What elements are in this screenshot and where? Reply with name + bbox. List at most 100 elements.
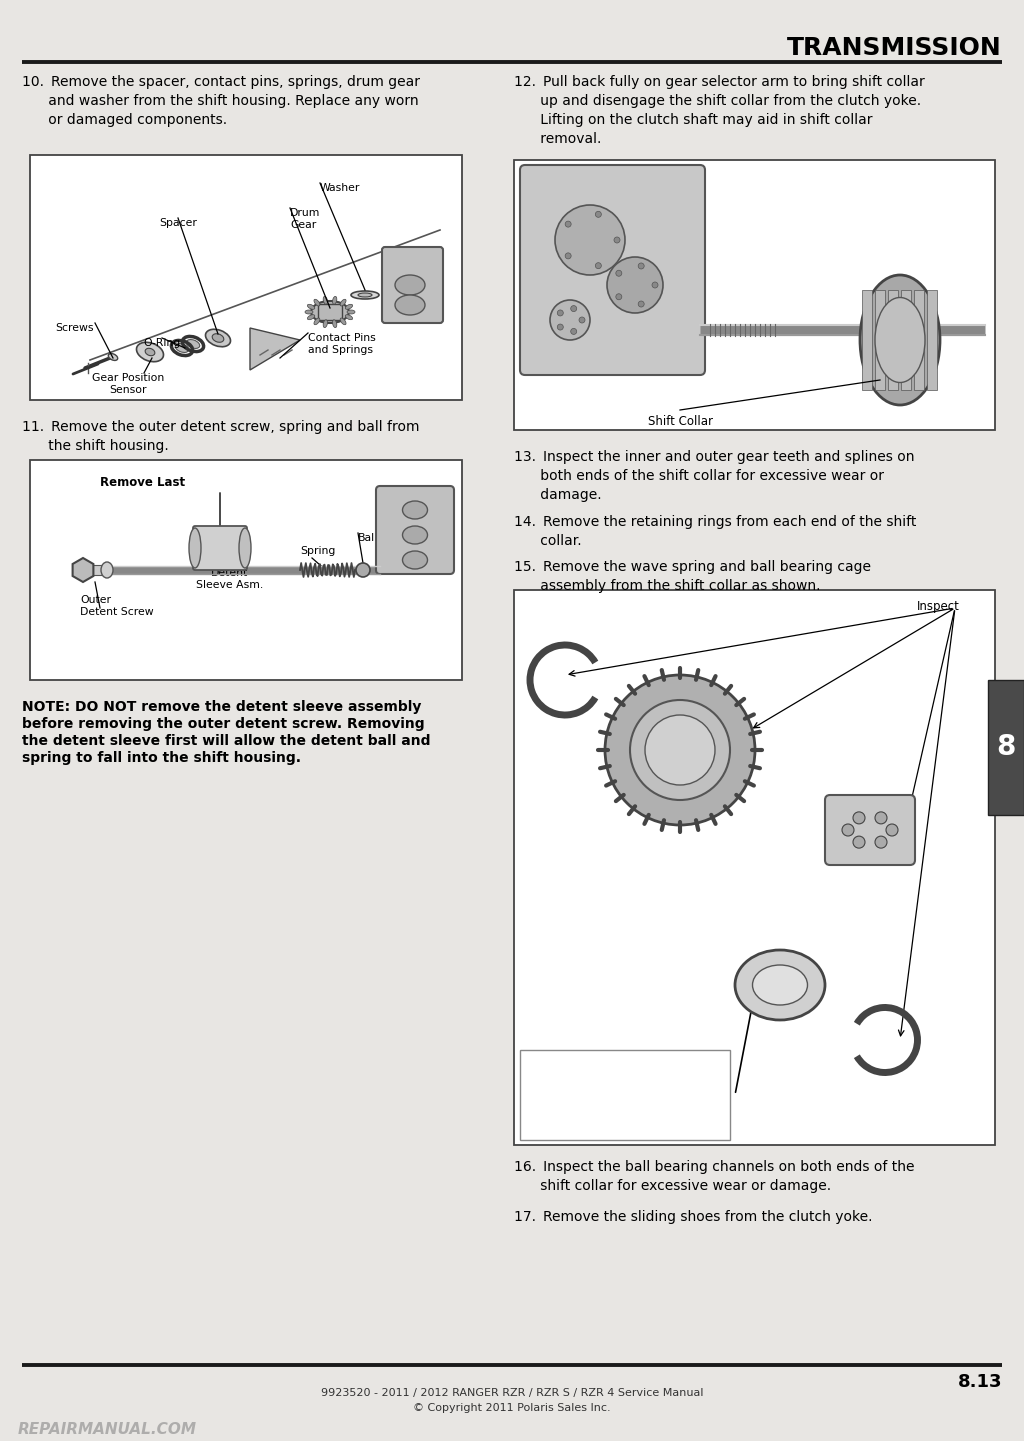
Text: out toward the park flange: out toward the park flange <box>525 1089 665 1099</box>
Circle shape <box>853 836 865 849</box>
Ellipse shape <box>345 304 352 310</box>
Ellipse shape <box>145 349 155 356</box>
Bar <box>862 290 872 391</box>
Circle shape <box>874 811 887 824</box>
Ellipse shape <box>307 314 314 320</box>
Ellipse shape <box>395 275 425 295</box>
Text: Spring: Spring <box>300 546 336 556</box>
Ellipse shape <box>402 526 427 545</box>
Text: shift collar for excessive wear or damage.: shift collar for excessive wear or damag… <box>514 1179 831 1193</box>
Circle shape <box>607 256 663 313</box>
Ellipse shape <box>860 275 940 405</box>
Text: IMPORTANT: Wave spring: IMPORTANT: Wave spring <box>525 1055 654 1065</box>
Bar <box>988 680 1024 816</box>
Circle shape <box>638 262 644 269</box>
Ellipse shape <box>305 310 313 314</box>
Text: damage.: damage. <box>514 488 602 501</box>
Text: Inspect: Inspect <box>918 599 961 612</box>
Text: © Copyright 2011 Polaris Sales Inc.: © Copyright 2011 Polaris Sales Inc. <box>414 1404 610 1414</box>
Text: Washer: Washer <box>319 183 360 193</box>
Ellipse shape <box>874 297 925 382</box>
Circle shape <box>595 262 601 268</box>
Circle shape <box>615 294 622 300</box>
Bar <box>874 290 885 391</box>
Text: 17. Remove the sliding shoes from the clutch yoke.: 17. Remove the sliding shoes from the cl… <box>514 1210 872 1223</box>
Bar <box>514 160 995 429</box>
Ellipse shape <box>340 300 346 305</box>
Text: 12. Pull back fully on gear selector arm to bring shift collar: 12. Pull back fully on gear selector arm… <box>514 75 925 89</box>
Ellipse shape <box>206 329 230 347</box>
Text: Outer
Detent Screw: Outer Detent Screw <box>80 595 154 617</box>
Circle shape <box>565 220 571 228</box>
Text: end of shift collar must face: end of shift collar must face <box>525 1072 672 1082</box>
Ellipse shape <box>347 310 355 314</box>
Ellipse shape <box>324 297 328 304</box>
Text: removal.: removal. <box>514 133 601 146</box>
Circle shape <box>874 836 887 849</box>
Text: the shift housing.: the shift housing. <box>22 440 169 452</box>
Text: assembly from the shift collar as shown.: assembly from the shift collar as shown. <box>514 579 820 594</box>
Text: 11. Remove the outer detent screw, spring and ball from: 11. Remove the outer detent screw, sprin… <box>22 419 420 434</box>
Ellipse shape <box>314 318 319 324</box>
Bar <box>927 290 937 391</box>
Text: 9923520 - 2011 / 2012 RANGER RZR / RZR S / RZR 4 Service Manual: 9923520 - 2011 / 2012 RANGER RZR / RZR S… <box>321 1388 703 1398</box>
Text: or damaged components.: or damaged components. <box>22 112 227 127</box>
Bar <box>520 1050 730 1140</box>
Text: intermediate shaft asm.: intermediate shaft asm. <box>525 1123 650 1133</box>
Text: 8.13: 8.13 <box>957 1373 1002 1391</box>
Text: the detent sleeve first will allow the detent ball and: the detent sleeve first will allow the d… <box>22 733 430 748</box>
Text: Lifting on the clutch shaft may aid in shift collar: Lifting on the clutch shaft may aid in s… <box>514 112 872 127</box>
Ellipse shape <box>402 501 427 519</box>
Text: 15. Remove the wave spring and ball bearing cage: 15. Remove the wave spring and ball bear… <box>514 561 871 574</box>
Circle shape <box>565 252 571 259</box>
Bar <box>914 290 924 391</box>
Text: Shift Collar: Shift Collar <box>647 415 713 428</box>
Text: Screws: Screws <box>55 323 93 333</box>
Ellipse shape <box>314 300 319 305</box>
Circle shape <box>614 236 620 244</box>
Bar <box>888 290 898 391</box>
Ellipse shape <box>402 550 427 569</box>
Circle shape <box>555 205 625 275</box>
Circle shape <box>557 310 563 316</box>
Text: when installed on the: when installed on the <box>525 1107 638 1115</box>
Text: Detent
Sleeve Asm.: Detent Sleeve Asm. <box>197 568 263 589</box>
FancyBboxPatch shape <box>382 246 443 323</box>
FancyBboxPatch shape <box>193 526 247 571</box>
Ellipse shape <box>101 562 113 578</box>
Text: up and disengage the shift collar from the clutch yoke.: up and disengage the shift collar from t… <box>514 94 922 108</box>
Text: and washer from the shift housing. Replace any worn: and washer from the shift housing. Repla… <box>22 94 419 108</box>
Bar <box>30 156 462 401</box>
Text: REPAIRMANUAL.COM: REPAIRMANUAL.COM <box>18 1422 197 1438</box>
Circle shape <box>886 824 898 836</box>
Circle shape <box>570 329 577 334</box>
Text: Contact Pins
and Springs: Contact Pins and Springs <box>308 333 376 354</box>
Ellipse shape <box>189 527 201 568</box>
FancyBboxPatch shape <box>520 166 705 375</box>
Polygon shape <box>250 329 300 370</box>
Ellipse shape <box>186 340 200 349</box>
Text: Spacer: Spacer <box>159 218 197 228</box>
Circle shape <box>570 305 577 311</box>
Text: both ends of the shift collar for excessive wear or: both ends of the shift collar for excess… <box>514 468 884 483</box>
Text: 14. Remove the retaining rings from each end of the shift: 14. Remove the retaining rings from each… <box>514 514 916 529</box>
Ellipse shape <box>358 293 372 297</box>
Circle shape <box>842 824 854 836</box>
Text: Gear Position
Sensor: Gear Position Sensor <box>92 373 164 395</box>
Ellipse shape <box>175 343 188 353</box>
Ellipse shape <box>753 965 808 1004</box>
Text: 10. Remove the spacer, contact pins, springs, drum gear: 10. Remove the spacer, contact pins, spr… <box>22 75 420 89</box>
Bar <box>318 304 342 320</box>
Bar <box>901 290 911 391</box>
Circle shape <box>595 212 601 218</box>
Circle shape <box>615 271 622 277</box>
Circle shape <box>605 674 755 826</box>
Text: before removing the outer detent screw. Removing: before removing the outer detent screw. … <box>22 718 425 731</box>
Text: collar.: collar. <box>514 535 582 548</box>
Ellipse shape <box>395 295 425 316</box>
Circle shape <box>853 811 865 824</box>
Ellipse shape <box>307 304 314 310</box>
Circle shape <box>638 301 644 307</box>
Bar <box>30 460 462 680</box>
Ellipse shape <box>345 314 352 320</box>
